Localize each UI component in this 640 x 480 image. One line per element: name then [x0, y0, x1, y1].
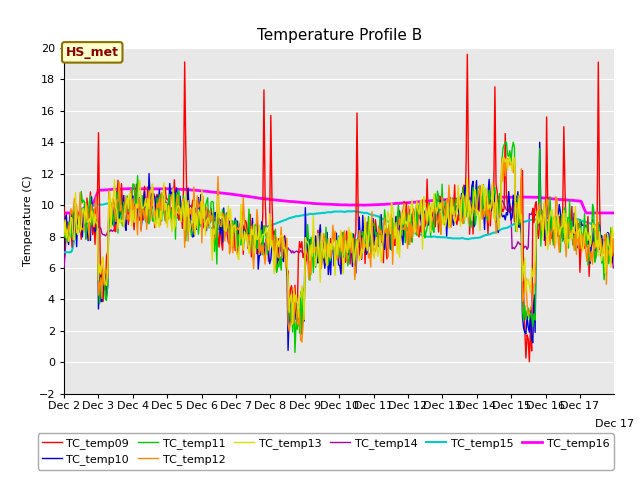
TC_temp09 [563, 224, 570, 230]
TC_temp15 [466, 236, 474, 241]
Line: TC_temp14: TC_temp14 [64, 198, 614, 268]
TC_temp16 [611, 210, 618, 216]
TC_temp10 [466, 212, 474, 218]
TC_temp09 [611, 258, 618, 264]
TC_temp11 [611, 238, 618, 244]
TC_temp16 [561, 197, 569, 203]
TC_temp16 [232, 192, 240, 198]
TC_temp09 [60, 204, 68, 210]
TC_temp11 [293, 326, 301, 332]
TC_temp10 [563, 228, 570, 234]
TC_temp09 [394, 225, 402, 230]
TC_temp12 [563, 254, 570, 260]
TC_temp14 [561, 232, 569, 238]
TC_temp12 [498, 155, 506, 161]
TC_temp13 [289, 321, 296, 327]
TC_temp15 [561, 214, 569, 220]
TC_temp10 [284, 348, 292, 353]
TC_temp10 [611, 237, 618, 243]
TC_temp13 [611, 236, 618, 242]
TC_temp12 [60, 219, 68, 225]
Line: TC_temp09: TC_temp09 [64, 54, 614, 361]
TC_temp15 [611, 249, 618, 255]
TC_temp14 [465, 204, 472, 210]
Text: HS_met: HS_met [66, 46, 119, 59]
TC_temp15 [108, 201, 115, 206]
X-axis label: Time: Time [326, 435, 353, 445]
TC_temp11 [501, 139, 509, 145]
TC_temp15 [369, 212, 377, 218]
TC_temp14 [232, 235, 239, 240]
TC_temp16 [369, 202, 377, 208]
TC_temp16 [293, 199, 301, 205]
TC_temp13 [232, 222, 239, 228]
TC_temp10 [396, 209, 403, 215]
TC_temp15 [232, 229, 240, 235]
TC_temp11 [291, 349, 299, 355]
TC_temp09 [525, 359, 533, 364]
Title: Temperature Profile B: Temperature Profile B [257, 28, 422, 43]
TC_temp10 [232, 216, 239, 221]
TC_temp11 [232, 219, 239, 225]
TC_temp12 [396, 215, 403, 221]
TC_temp11 [60, 231, 68, 237]
TC_temp09 [463, 51, 471, 57]
TC_temp14 [292, 248, 300, 254]
TC_temp15 [60, 249, 68, 255]
TC_temp09 [232, 248, 239, 253]
TC_temp15 [293, 214, 301, 219]
TC_temp15 [396, 224, 403, 230]
TC_temp10 [369, 216, 377, 221]
TC_temp12 [369, 248, 377, 253]
TC_temp14 [394, 228, 402, 233]
Legend: TC_temp09, TC_temp10, TC_temp11, TC_temp12, TC_temp13, TC_temp14, TC_temp15, TC_: TC_temp09, TC_temp10, TC_temp11, TC_temp… [38, 433, 614, 469]
TC_temp09 [292, 313, 300, 319]
TC_temp13 [60, 232, 68, 238]
Text: Dec 17: Dec 17 [595, 419, 634, 429]
TC_temp13 [563, 210, 570, 216]
TC_temp16 [396, 201, 403, 206]
TC_temp12 [292, 308, 300, 314]
TC_temp16 [60, 210, 68, 216]
TC_temp14 [60, 265, 68, 271]
Line: TC_temp15: TC_temp15 [64, 204, 614, 252]
Y-axis label: Temperature (C): Temperature (C) [23, 175, 33, 266]
TC_temp12 [466, 202, 474, 208]
Line: TC_temp16: TC_temp16 [64, 189, 614, 213]
TC_temp12 [611, 254, 618, 260]
TC_temp12 [298, 339, 306, 345]
Line: TC_temp12: TC_temp12 [64, 158, 614, 342]
TC_temp11 [466, 223, 474, 229]
TC_temp11 [369, 223, 377, 228]
TC_temp14 [611, 265, 618, 271]
Line: TC_temp10: TC_temp10 [64, 142, 614, 350]
TC_temp16 [466, 195, 474, 201]
TC_temp13 [466, 198, 474, 204]
TC_temp11 [563, 218, 570, 224]
TC_temp13 [396, 254, 403, 260]
TC_temp14 [468, 195, 476, 201]
TC_temp09 [466, 231, 474, 237]
Line: TC_temp11: TC_temp11 [64, 142, 614, 352]
TC_temp13 [293, 299, 301, 305]
TC_temp10 [60, 233, 68, 239]
TC_temp10 [293, 326, 301, 332]
TC_temp16 [128, 186, 136, 192]
Line: TC_temp13: TC_temp13 [64, 158, 614, 324]
TC_temp13 [499, 155, 507, 161]
TC_temp12 [232, 224, 239, 230]
TC_temp11 [396, 222, 403, 228]
TC_temp10 [536, 139, 543, 145]
TC_temp14 [368, 236, 376, 241]
TC_temp09 [368, 242, 376, 248]
TC_temp13 [369, 252, 377, 258]
